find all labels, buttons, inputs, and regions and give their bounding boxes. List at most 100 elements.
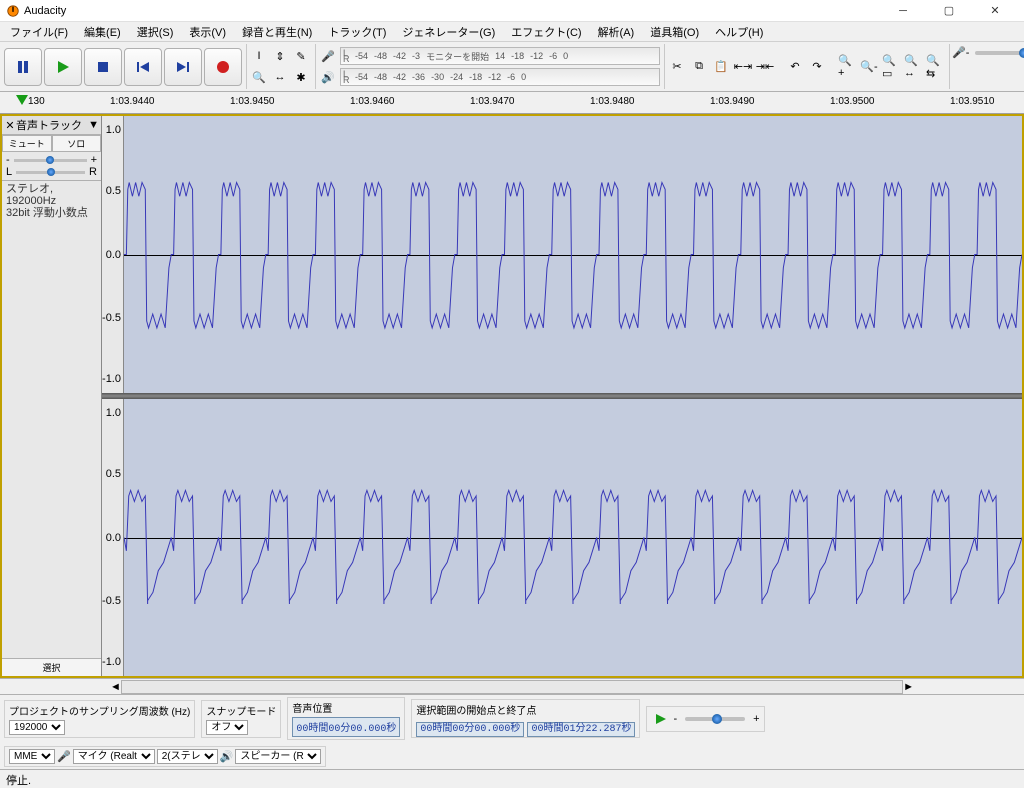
menu-file[interactable]: ファイル(F) (4, 22, 74, 42)
zoom-tool-icon[interactable]: 🔍 (249, 67, 269, 87)
horizontal-scrollbar[interactable]: ◄► (0, 678, 1024, 694)
redo-icon[interactable]: ↷ (807, 57, 827, 77)
snap-select[interactable]: オフ (206, 720, 248, 735)
menu-transport[interactable]: 録音と再生(N) (236, 22, 318, 42)
menu-select[interactable]: 選択(S) (131, 22, 180, 42)
playback-speed-slider[interactable] (685, 717, 745, 721)
timeshift-tool-icon[interactable]: ↔ (270, 67, 290, 87)
record-button[interactable] (204, 48, 242, 86)
copy-icon[interactable]: ⧉ (689, 57, 709, 77)
draw-tool-icon[interactable]: ✎ (291, 46, 311, 66)
close-button[interactable]: ✕ (972, 0, 1018, 22)
mute-button[interactable]: ミュート (2, 135, 52, 152)
menu-analyze[interactable]: 解析(A) (592, 22, 641, 42)
playback-device-select[interactable]: スピーカー (R (235, 749, 321, 764)
timeline-start: 130 (28, 96, 45, 107)
timeline-tick: 1:03.9470 (470, 96, 515, 107)
app-title: Audacity (24, 5, 880, 17)
timeline-tick: 1:03.9460 (350, 96, 395, 107)
menu-tools[interactable]: 道具箱(O) (644, 22, 705, 42)
skip-start-button[interactable] (124, 48, 162, 86)
track-format-info: ステレオ, 192000Hz 32bit 浮動小数点 (2, 181, 101, 221)
audio-host-select[interactable]: MME (9, 749, 55, 764)
recording-volume-slider[interactable] (975, 51, 1024, 55)
selection-label: 選択範囲の開始点と終了点 (416, 702, 536, 717)
selection-toolbar: プロジェクトのサンプリング周波数 (Hz) 192000 スナップモード オフ … (0, 694, 1024, 769)
menu-view[interactable]: 表示(V) (183, 22, 232, 42)
title-bar: Audacity ─ ▢ ✕ (0, 0, 1024, 22)
play-button[interactable] (44, 48, 82, 86)
channel-right: 1.0 0.5 0.0 -0.5 -1.0 (102, 399, 1022, 676)
device-toolbar: MME 🎤 マイク (Realt 2(ステレ 🔊 スピーカー (R (4, 746, 326, 767)
track-control-panel: ✕ 音声トラック ▼ ミュート ソロ -+ LR ステレオ, 192000Hz … (2, 116, 102, 676)
menu-generate[interactable]: ジェネレーター(G) (396, 22, 501, 42)
zoom-in-icon[interactable]: 🔍+ (837, 57, 857, 77)
mic-slider-icon: 🎤 (952, 46, 966, 59)
timeline-tick: 1:03.9510 (950, 96, 995, 107)
fit-project-icon[interactable]: 🔍↔ (903, 57, 923, 77)
track-menu-icon[interactable]: ▼ (88, 119, 99, 131)
sample-rate-select[interactable]: 192000 (9, 720, 65, 735)
playback-meter[interactable]: LR -54-48-42-36-30-24-18-12-60 (340, 68, 660, 86)
toolbar-area: I ⇕ ✎ 🔍 ↔ ✱ 🎤 LR -54-48-42-3モニターを開始14-18… (0, 42, 1024, 92)
menu-tracks[interactable]: トラック(T) (322, 22, 392, 42)
fit-selection-icon[interactable]: 🔍▭ (881, 57, 901, 77)
timeline-ruler[interactable]: 130 1:03.9440 1:03.9450 1:03.9460 1:03.9… (0, 92, 1024, 114)
timeline-tick: 1:03.9480 (590, 96, 635, 107)
multi-tool-icon[interactable]: ✱ (291, 67, 311, 87)
status-bar: 停止. (0, 769, 1024, 787)
pause-button[interactable] (4, 48, 42, 86)
playhead-marker-icon[interactable] (16, 95, 28, 105)
sample-rate-label: プロジェクトのサンプリング周波数 (Hz) (9, 703, 190, 718)
selection-tool-icon[interactable]: I (249, 46, 269, 66)
minimize-button[interactable]: ─ (880, 0, 926, 22)
amplitude-scale: 1.0 0.5 0.0 -0.5 -1.0 (102, 399, 124, 676)
pan-slider[interactable]: LR (6, 166, 97, 178)
gain-slider[interactable]: -+ (6, 154, 97, 166)
solo-button[interactable]: ソロ (52, 135, 102, 152)
audio-position-field[interactable]: 00時間00分00.000秒 (292, 717, 400, 737)
status-text: 停止. (6, 775, 31, 787)
waveform-channel-2[interactable] (124, 399, 1022, 676)
waveform-display: 1.0 0.5 0.0 -0.5 -1.0 1.0 0.5 0.0 -0.5 -… (102, 116, 1022, 676)
recording-device-select[interactable]: マイク (Realt (73, 749, 155, 764)
menu-edit[interactable]: 編集(E) (78, 22, 127, 42)
selection-end-field[interactable]: 00時間01分22.287秒 (527, 722, 635, 737)
timeline-tick: 1:03.9450 (230, 96, 275, 107)
track-name[interactable]: 音声トラック (16, 117, 88, 133)
trim-icon[interactable]: ⇤⇥ (733, 57, 753, 77)
skip-end-button[interactable] (164, 48, 202, 86)
silence-icon[interactable]: ⇥⇤ (755, 57, 775, 77)
zoom-out-icon[interactable]: 🔍- (859, 57, 879, 77)
audio-position-label: 音声位置 (292, 700, 332, 715)
recording-channels-select[interactable]: 2(ステレ (157, 749, 218, 764)
speaker-device-icon: 🔊 (220, 750, 234, 763)
speaker-icon[interactable]: 🔊 (318, 67, 338, 87)
app-logo-icon (6, 4, 20, 18)
menu-help[interactable]: ヘルプ(H) (709, 22, 769, 42)
paste-icon[interactable]: 📋 (711, 57, 731, 77)
envelope-tool-icon[interactable]: ⇕ (270, 46, 290, 66)
timeline-tick: 1:03.9440 (110, 96, 155, 107)
timeline-tick: 1:03.9490 (710, 96, 755, 107)
cut-icon[interactable]: ✂ (667, 57, 687, 77)
mic-icon[interactable]: 🎤 (318, 46, 338, 66)
menu-effect[interactable]: エフェクト(C) (505, 22, 587, 42)
mixer-toolbar: 🎤- + 🔊- + (949, 44, 1024, 89)
tools-toolbar: I ⇕ ✎ 🔍 ↔ ✱ (246, 44, 313, 89)
play-at-speed-button[interactable] (651, 709, 671, 729)
amplitude-scale: 1.0 0.5 0.0 -0.5 -1.0 (102, 116, 124, 393)
mic-device-icon: 🎤 (57, 750, 71, 763)
zoom-toggle-icon[interactable]: 🔍⇆ (925, 57, 945, 77)
channel-left: 1.0 0.5 0.0 -0.5 -1.0 (102, 116, 1022, 393)
track-close-button[interactable]: ✕ (4, 119, 16, 132)
menu-bar: ファイル(F) 編集(E) 選択(S) 表示(V) 録音と再生(N) トラック(… (0, 22, 1024, 42)
transport-toolbar (2, 44, 244, 89)
track-select-button[interactable]: 選択 (2, 658, 101, 676)
recording-meter[interactable]: LR -54-48-42-3モニターを開始14-18-12-60 (340, 47, 660, 65)
selection-start-field[interactable]: 00時間00分00.000秒 (416, 722, 524, 737)
waveform-channel-1[interactable] (124, 116, 1022, 393)
stop-button[interactable] (84, 48, 122, 86)
maximize-button[interactable]: ▢ (926, 0, 972, 22)
undo-icon[interactable]: ↶ (785, 57, 805, 77)
